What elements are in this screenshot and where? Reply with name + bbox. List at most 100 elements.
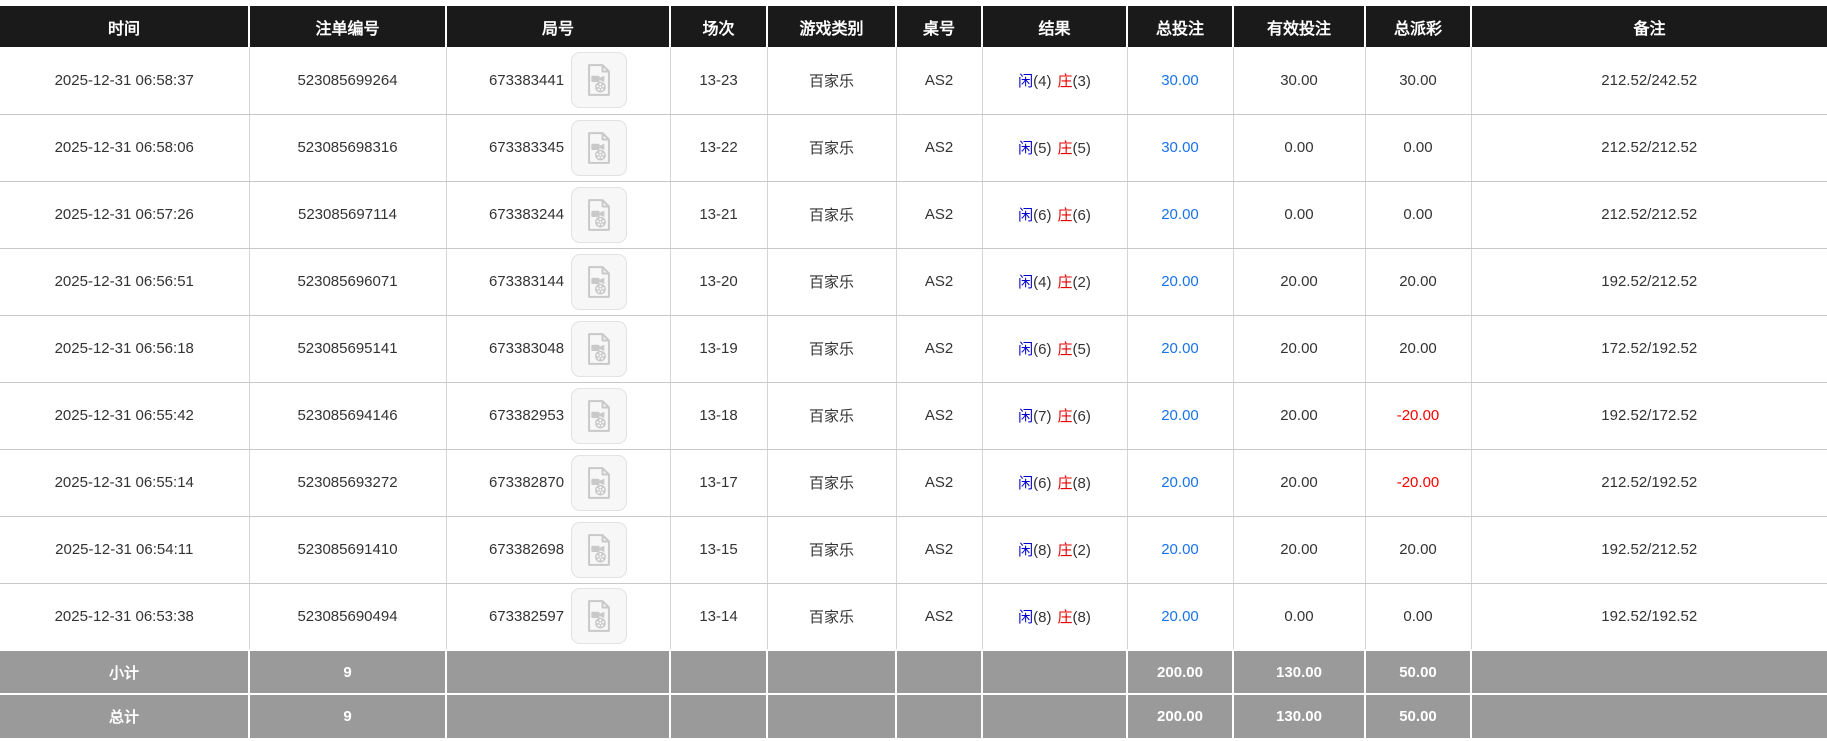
remark-cell: 192.52/212.52 bbox=[1470, 248, 1827, 316]
table-row: 2025-12-31 06:54:11 523085691410 6733826… bbox=[0, 516, 1827, 584]
total-bet-amount-link[interactable]: 20.00 bbox=[1161, 541, 1199, 558]
video-replay-button[interactable] bbox=[571, 387, 628, 444]
col-header-total-bet: 总投注 bbox=[1126, 6, 1233, 47]
total-bet-amount-link[interactable]: 30.00 bbox=[1161, 71, 1199, 89]
table-row: 2025-12-31 06:56:18 523085695141 6733830… bbox=[0, 315, 1827, 383]
banker-result-label: 庄 bbox=[1057, 207, 1073, 224]
col-header-total-payout: 总派彩 bbox=[1364, 6, 1471, 47]
round-id-cell: 673383048 bbox=[445, 315, 670, 383]
round-id-cell: 673382698 bbox=[445, 516, 670, 584]
total-bet-cell: 20.00 bbox=[1126, 449, 1233, 517]
summary-empty-remark-cell bbox=[1470, 693, 1827, 738]
total-payout-cell: 0.00 bbox=[1364, 181, 1471, 249]
round-id-cell: 673383345 bbox=[445, 114, 670, 182]
game-type-cell: 百家乐 bbox=[766, 248, 896, 316]
summary-valid-bet-cell: 130.00 bbox=[1232, 693, 1366, 738]
remark-cell: 192.52/192.52 bbox=[1470, 583, 1827, 651]
video-file-icon bbox=[588, 466, 610, 499]
banker-result-value: (2) bbox=[1072, 542, 1091, 559]
player-result-value: (6) bbox=[1033, 207, 1052, 224]
total-bet-amount-link[interactable]: 20.00 bbox=[1161, 273, 1199, 290]
player-result-label: 闲 bbox=[1018, 72, 1034, 90]
table-no-cell: AS2 bbox=[895, 382, 982, 450]
summary-empty-game-type-cell bbox=[766, 649, 897, 695]
time-cell: 2025-12-31 06:56:51 bbox=[0, 248, 249, 316]
time-cell: 2025-12-31 06:56:18 bbox=[0, 315, 249, 383]
time-cell: 2025-12-31 06:53:38 bbox=[0, 583, 249, 651]
video-file-icon bbox=[588, 64, 610, 97]
banker-result-label: 庄 bbox=[1057, 408, 1073, 425]
player-result-label: 闲 bbox=[1018, 408, 1034, 425]
result-cell: 闲(5) 庄(5) bbox=[981, 114, 1127, 182]
total-payout-cell: 20.00 bbox=[1364, 516, 1471, 584]
summary-row: 小计 9 200.00 130.00 50.00 bbox=[0, 649, 1827, 695]
summary-empty-remark-cell bbox=[1470, 649, 1827, 695]
bet-id-cell: 523085695141 bbox=[248, 315, 446, 383]
video-file-icon bbox=[588, 399, 610, 432]
player-result-label: 闲 bbox=[1018, 341, 1034, 358]
table-body: 2025-12-31 06:58:37 523085699264 6733834… bbox=[0, 47, 1827, 651]
total-payout-cell: 30.00 bbox=[1364, 47, 1471, 115]
video-replay-button[interactable] bbox=[571, 588, 628, 645]
total-bet-amount-link[interactable]: 20.00 bbox=[1161, 407, 1199, 424]
banker-result-value: (3) bbox=[1072, 72, 1091, 90]
video-replay-button[interactable] bbox=[571, 454, 628, 511]
bet-id-cell: 523085698316 bbox=[248, 114, 446, 182]
video-replay-button[interactable] bbox=[571, 186, 628, 243]
summary-row: 总计 9 200.00 130.00 50.00 bbox=[0, 693, 1827, 738]
result-cell: 闲(4) 庄(2) bbox=[981, 248, 1127, 316]
session-cell: 13-18 bbox=[669, 382, 767, 450]
remark-cell: 212.52/212.52 bbox=[1470, 181, 1827, 249]
time-cell: 2025-12-31 06:55:42 bbox=[0, 382, 249, 450]
video-file-icon bbox=[588, 533, 610, 566]
video-replay-button[interactable] bbox=[571, 52, 628, 109]
table-no-cell: AS2 bbox=[895, 516, 982, 584]
bet-id-cell: 523085697114 bbox=[248, 181, 446, 249]
game-type-cell: 百家乐 bbox=[766, 114, 896, 182]
summary-empty-session-cell bbox=[669, 649, 768, 695]
session-cell: 13-17 bbox=[669, 449, 767, 517]
video-replay-button[interactable] bbox=[571, 320, 628, 377]
video-replay-button[interactable] bbox=[571, 521, 628, 578]
summary-count-cell: 9 bbox=[248, 693, 447, 738]
summary-total-payout-cell: 50.00 bbox=[1364, 693, 1472, 738]
total-bet-amount-link[interactable]: 20.00 bbox=[1161, 340, 1199, 357]
valid-bet-cell: 20.00 bbox=[1232, 315, 1365, 383]
round-number: 673382698 bbox=[488, 541, 565, 558]
total-bet-cell: 20.00 bbox=[1126, 382, 1233, 450]
summary-label-cell: 小计 bbox=[0, 649, 250, 695]
total-bet-amount-link[interactable]: 20.00 bbox=[1161, 474, 1199, 491]
col-header-valid-bet: 有效投注 bbox=[1232, 6, 1365, 47]
player-result-value: (8) bbox=[1033, 542, 1052, 559]
col-header-session: 场次 bbox=[669, 6, 767, 47]
banker-result-value: (8) bbox=[1072, 608, 1091, 626]
table-row: 2025-12-31 06:57:26 523085697114 6733832… bbox=[0, 181, 1827, 249]
banker-result-label: 庄 bbox=[1057, 341, 1073, 358]
video-file-icon bbox=[588, 265, 610, 298]
round-number: 673382597 bbox=[488, 607, 565, 625]
total-bet-amount-link[interactable]: 20.00 bbox=[1161, 607, 1199, 625]
session-cell: 13-22 bbox=[669, 114, 767, 182]
table-no-cell: AS2 bbox=[895, 248, 982, 316]
valid-bet-cell: 20.00 bbox=[1232, 449, 1365, 517]
video-replay-button[interactable] bbox=[571, 253, 628, 310]
col-header-result: 结果 bbox=[981, 6, 1127, 47]
total-bet-cell: 30.00 bbox=[1126, 114, 1233, 182]
result-cell: 闲(4) 庄(3) bbox=[981, 47, 1127, 115]
remark-cell: 192.52/172.52 bbox=[1470, 382, 1827, 450]
session-cell: 13-14 bbox=[669, 583, 767, 651]
total-bet-cell: 30.00 bbox=[1126, 47, 1233, 115]
total-bet-amount-link[interactable]: 20.00 bbox=[1161, 206, 1199, 223]
col-header-remark: 备注 bbox=[1470, 6, 1827, 47]
banker-result-label: 庄 bbox=[1057, 608, 1073, 626]
time-cell: 2025-12-31 06:58:06 bbox=[0, 114, 249, 182]
summary-empty-result-cell bbox=[981, 649, 1128, 695]
table-row: 2025-12-31 06:55:14 523085693272 6733828… bbox=[0, 449, 1827, 517]
bet-id-cell: 523085699264 bbox=[248, 47, 446, 115]
bet-records-page: { "colors": { "header_bg": "#1a1a1a", "h… bbox=[0, 6, 1827, 738]
col-header-table-no: 桌号 bbox=[895, 6, 982, 47]
video-replay-button[interactable] bbox=[571, 119, 628, 176]
bet-id-cell: 523085691410 bbox=[248, 516, 446, 584]
total-bet-amount-link[interactable]: 30.00 bbox=[1161, 139, 1199, 156]
player-result-value: (4) bbox=[1033, 72, 1052, 90]
